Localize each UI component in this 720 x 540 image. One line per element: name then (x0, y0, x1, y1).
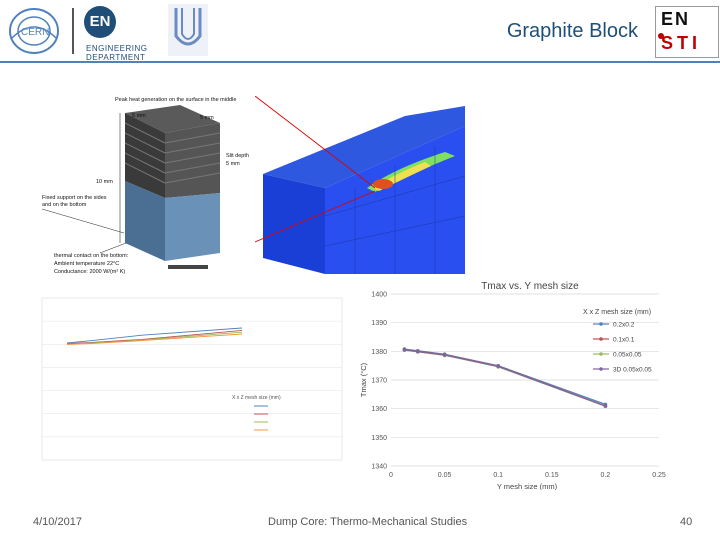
tmax-legend-label: 0.05x0.05 (613, 352, 642, 359)
left-series-line (66, 333, 243, 345)
tmax-chart-series (402, 347, 608, 409)
tmax-chart-x-ticks: 0 0.05 0.1 0.15 0.2 0.25 (389, 472, 666, 479)
tmax-legend-marker (599, 337, 603, 341)
tmax-series-line (404, 349, 606, 407)
cube-thermal-2: Ambient temperature 22°C (54, 261, 119, 267)
cube-thermal-3: Conductance: 2000 W/(m² K) (54, 269, 125, 275)
ensti-line2: STI (661, 33, 702, 53)
left-chart-gridlines (42, 320, 342, 438)
tmax-chart: Tmax vs. Y mesh size 1400 1390 1380 1370 136… (359, 281, 666, 490)
tmax-legend-marker (599, 352, 603, 356)
tmax-x-tick-label: 0.1 (493, 472, 503, 479)
slide-title: Graphite Block (506, 20, 638, 42)
cube-fixed-support-2: and on the bottom (42, 202, 87, 208)
tmax-x-tick-label: 0 (389, 472, 393, 479)
tmax-series-line (404, 348, 606, 405)
footer-title: Dump Core: Thermo-Mechanical Studies (268, 516, 468, 528)
left-chart-lines (66, 327, 243, 345)
left-series-line (66, 329, 243, 345)
tmax-series-line (404, 349, 606, 407)
en-line2: DEPARTMENT (86, 53, 146, 62)
tmax-y-tick-label: 1380 (371, 349, 387, 356)
tmax-legend-label: 0.2x0.2 (613, 322, 635, 329)
left-legend-title: X x Z mesh size (mm) (232, 395, 281, 401)
tmax-chart-xlabel: Y mesh size (mm) (497, 482, 558, 490)
block-model-figure: Peak heat generation on the surface in t… (41, 97, 249, 275)
tmax-y-tick-label: 1400 (371, 292, 387, 299)
tmax-y-tick-label: 1340 (371, 464, 387, 471)
en-department-logo: EN ENGINEERING DEPARTMENT (84, 6, 164, 62)
en-initials: EN (84, 6, 116, 38)
cube-dim-top1: 5 mm (132, 113, 146, 119)
cube-thermal-1: thermal contact on the bottom: (54, 253, 129, 259)
tmax-series-line (404, 349, 606, 407)
tmax-chart-gridlines (391, 293, 659, 467)
tmax-y-tick-label: 1390 (371, 320, 387, 327)
cube-height: 10 mm (96, 179, 113, 185)
tmax-x-tick-label: 0.15 (545, 472, 559, 479)
cube-peak-heat: Peak heat generation on the surface in t… (115, 97, 236, 103)
slide-number: 40 (680, 516, 693, 528)
left-chart-plot-area (41, 297, 343, 461)
tmax-data-point (402, 348, 407, 352)
tmax-legend-marker (599, 322, 603, 326)
tmax-x-tick-label: 0.05 (438, 472, 452, 479)
tmax-data-point (603, 404, 608, 408)
cube-slit-depth: Slit depth (226, 153, 249, 159)
ensti-line1: EN (661, 9, 691, 29)
header-rule (0, 61, 720, 63)
tmax-chart-y-ticks: 1400 1390 1380 1370 1360 1350 1340 (371, 292, 387, 471)
en-line1: ENGINEERING (86, 44, 148, 53)
tmax-legend-marker (599, 367, 603, 371)
tmax-chart-ylabel: Tmax (°C) (359, 362, 368, 397)
cube-fixed-support-1: Fixed support on the sides (42, 195, 107, 201)
tmax-x-tick-label: 0.2 (601, 472, 611, 479)
tmax-data-point (496, 364, 500, 369)
university-logo (168, 4, 208, 56)
left-series-line (66, 327, 243, 344)
slide-header: CERN EN ENGINEERING DEPARTMENT Graphite … (0, 0, 720, 63)
footer-date: 4/10/2017 (33, 516, 82, 528)
tmax-data-point (416, 349, 420, 354)
tmax-chart-title: Tmax vs. Y mesh size (481, 281, 579, 292)
tmax-y-tick-label: 1360 (371, 406, 387, 413)
tmax-y-tick-label: 1350 (371, 435, 387, 442)
tmax-y-tick-label: 1370 (371, 378, 387, 385)
left-chart-legend (254, 405, 268, 431)
cube-dim-top2: 5 mm (200, 115, 214, 121)
tmax-x-tick-label: 0.25 (652, 472, 666, 479)
tmax-chart-legend: 0.2x0.2 0.1x0.1 0.05x0.05 3D 0.05x0.05 (593, 322, 652, 374)
tmax-legend-label: 0.1x0.1 (613, 337, 635, 344)
ensti-dot (658, 33, 664, 39)
header-separator (72, 8, 74, 54)
left-chart: X x Z mesh size (mm) (41, 297, 343, 461)
cube-slit-value: 5 mm (226, 161, 240, 167)
fem-result-figure (255, 96, 465, 274)
svg-text:CERN: CERN (21, 27, 49, 38)
cern-logo: CERN (9, 8, 59, 54)
tmax-legend-title: X x Z mesh size (mm) (583, 309, 651, 316)
tmax-legend-label: 3D 0.05x0.05 (613, 367, 652, 374)
tmax-data-point (442, 353, 447, 357)
en-sti-logo: EN STI (655, 6, 719, 58)
